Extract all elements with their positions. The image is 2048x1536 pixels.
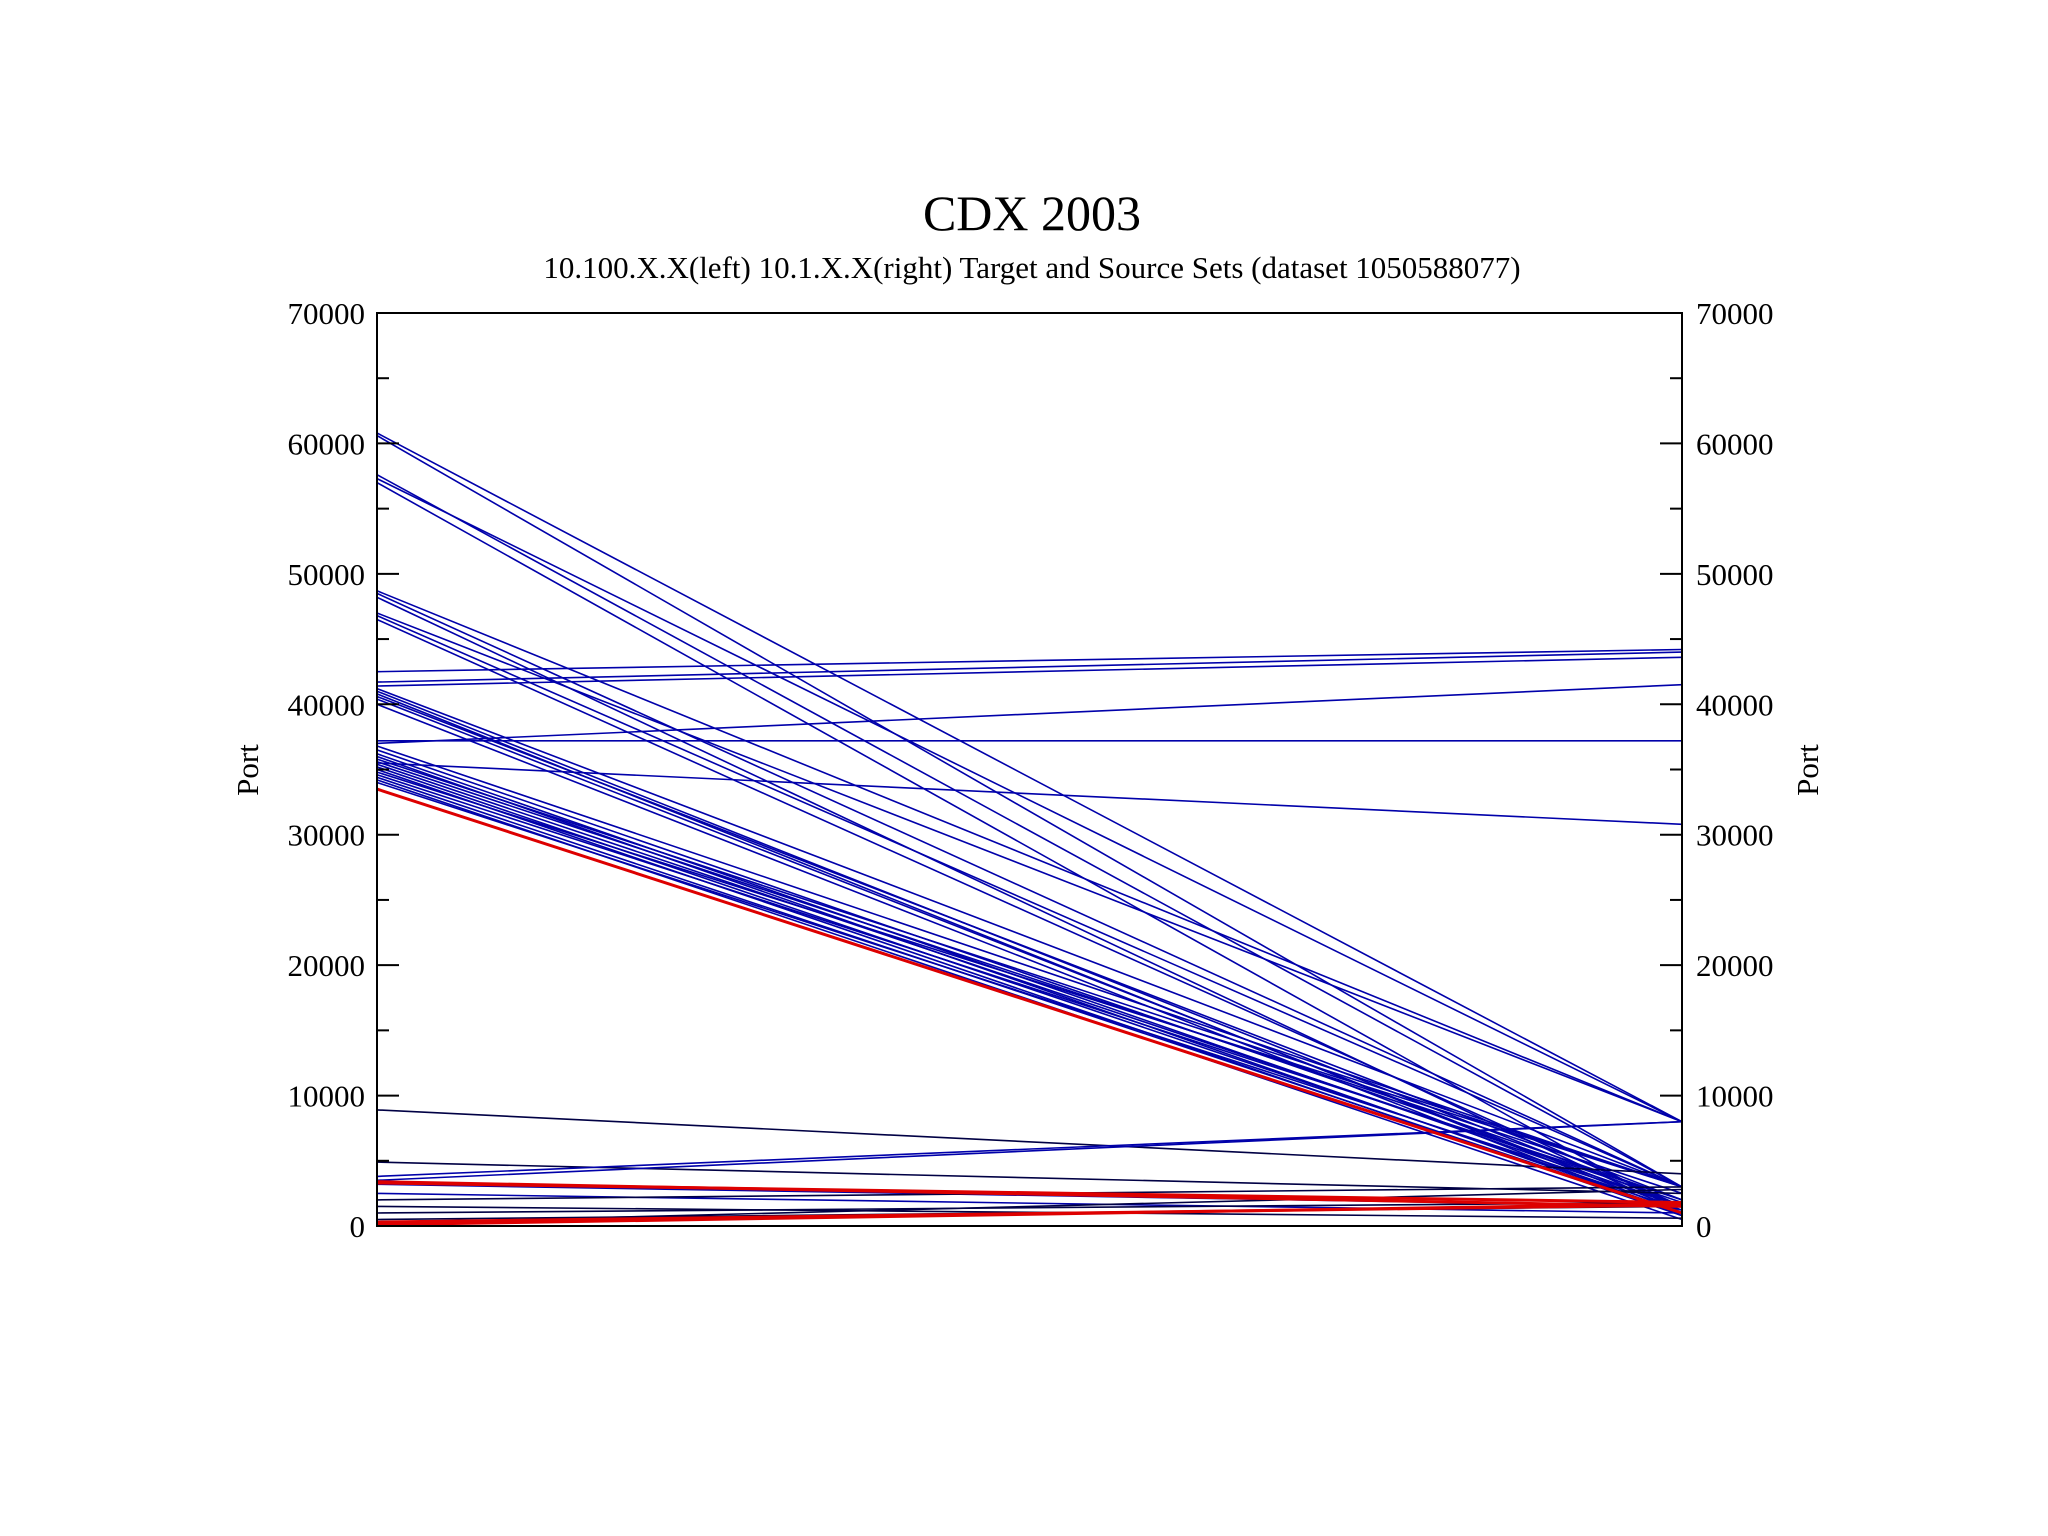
right-tick-label: 10000 <box>1696 1079 1774 1114</box>
right-tick-label: 40000 <box>1696 687 1774 722</box>
port-line-12 <box>376 651 1683 683</box>
port-line-45 <box>376 1201 1683 1214</box>
left-tick-label: 0 <box>350 1209 366 1244</box>
port-line-3 <box>376 477 1683 1123</box>
port-line-29 <box>376 766 1683 1212</box>
right-tick-label: 30000 <box>1696 818 1774 853</box>
left-tick-label: 70000 <box>288 296 366 331</box>
port-line-1 <box>376 434 1683 1188</box>
left-y-axis: 0 10000 20000 30000 40000 50000 60000 70000 <box>288 296 366 1244</box>
port-lines <box>376 432 1683 1227</box>
port-line-4 <box>376 481 1683 1214</box>
port-line-6 <box>376 592 1683 1188</box>
left-tick-label: 50000 <box>288 557 366 592</box>
port-line-26 <box>376 758 1683 1188</box>
port-line-0 <box>376 432 1683 1123</box>
right-tick-label: 0 <box>1696 1209 1712 1244</box>
port-line-35 <box>376 762 1683 826</box>
axis-ticks <box>377 312 1682 1227</box>
right-tick-label: 50000 <box>1696 557 1774 592</box>
port-line-9 <box>376 614 1683 1188</box>
port-line-18 <box>376 698 1683 1212</box>
left-tick-label: 60000 <box>288 426 366 461</box>
port-line-52 <box>376 1202 1683 1227</box>
port-line-22 <box>376 745 1683 1188</box>
port-line-27 <box>376 760 1683 1195</box>
chart-subtitle: 10.100.X.X(left) 10.1.X.X(right) Target … <box>543 250 1520 285</box>
port-line-14 <box>376 687 1683 1188</box>
right-y-axis: 0 10000 20000 30000 40000 50000 60000 70000 <box>1696 296 1774 1244</box>
port-line-5 <box>376 590 1683 1123</box>
right-tick-label: 70000 <box>1696 296 1774 331</box>
left-tick-label: 40000 <box>288 687 366 722</box>
port-line-8 <box>376 612 1683 1123</box>
port-line-40 <box>376 1120 1683 1182</box>
port-line-36 <box>376 781 1683 1208</box>
left-axis-label: Port <box>230 744 265 796</box>
port-line-2 <box>376 473 1683 1188</box>
port-line-11 <box>376 648 1683 673</box>
port-line-23 <box>376 749 1683 1201</box>
port-line-42 <box>376 1192 1683 1214</box>
port-line-37 <box>376 1109 1683 1175</box>
port-line-32 <box>376 773 1683 1201</box>
right-tick-label: 20000 <box>1696 948 1774 983</box>
plot-frame <box>376 312 1683 1227</box>
left-tick-label: 20000 <box>288 948 366 983</box>
left-tick-label: 10000 <box>288 1079 366 1114</box>
port-line-31 <box>376 771 1683 1188</box>
port-line-10 <box>376 618 1683 1208</box>
right-axis-label: Port <box>1790 744 1825 796</box>
port-line-13 <box>376 656 1683 687</box>
port-line-50 <box>376 1181 1683 1204</box>
port-line-7 <box>376 596 1683 1214</box>
port-line-21 <box>376 683 1683 745</box>
chart-title: CDX 2003 <box>923 185 1141 241</box>
port-line-47 <box>376 1188 1683 1225</box>
left-tick-label: 30000 <box>288 818 366 853</box>
port-line-48 <box>376 787 1683 1215</box>
right-tick-label: 60000 <box>1696 426 1774 461</box>
